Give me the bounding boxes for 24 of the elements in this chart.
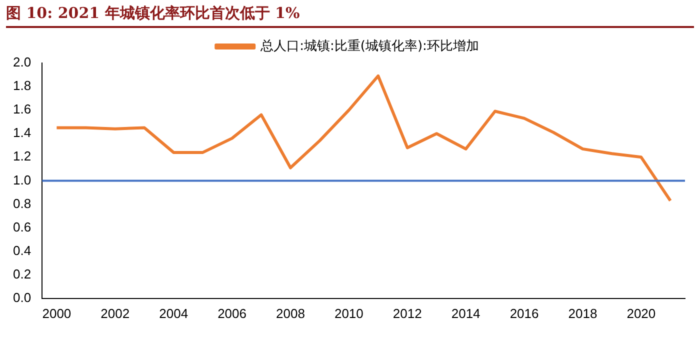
x-tick-label: 2014 [451,306,480,321]
y-tick-label: 0.6 [12,219,32,234]
y-tick-label: 0.8 [12,196,32,211]
y-tick-label: 1.6 [12,102,32,117]
x-tick-label: 2016 [510,306,539,321]
y-tick-label: 2.0 [12,54,32,70]
legend-label: 总人口:城镇:比重(城镇化率):环比增加 [260,38,479,54]
x-tick-label: 2004 [159,306,188,321]
y-tick-label: 0.2 [12,266,32,282]
x-tick-label: 2002 [100,306,130,321]
x-tick-label: 2000 [42,306,72,321]
x-tick-label: 2008 [276,306,305,321]
y-tick-label: 0.0 [12,290,32,305]
y-tick-label: 1.0 [12,172,32,188]
y-tick-label: 0.4 [12,242,32,258]
y-tick-label: 1.2 [12,148,32,164]
x-tick-label: 2020 [626,306,656,321]
y-tick-label: 1.8 [12,78,32,94]
x-tick-label: 2018 [568,306,598,321]
chart-title: 图 10: 2021 年城镇化率环比首次低于 1% [6,4,694,28]
x-tick-label: 2010 [334,306,364,321]
x-tick-label: 2012 [392,306,422,321]
y-tick-label: 1.4 [12,125,32,140]
x-tick-label: 2006 [218,306,246,321]
